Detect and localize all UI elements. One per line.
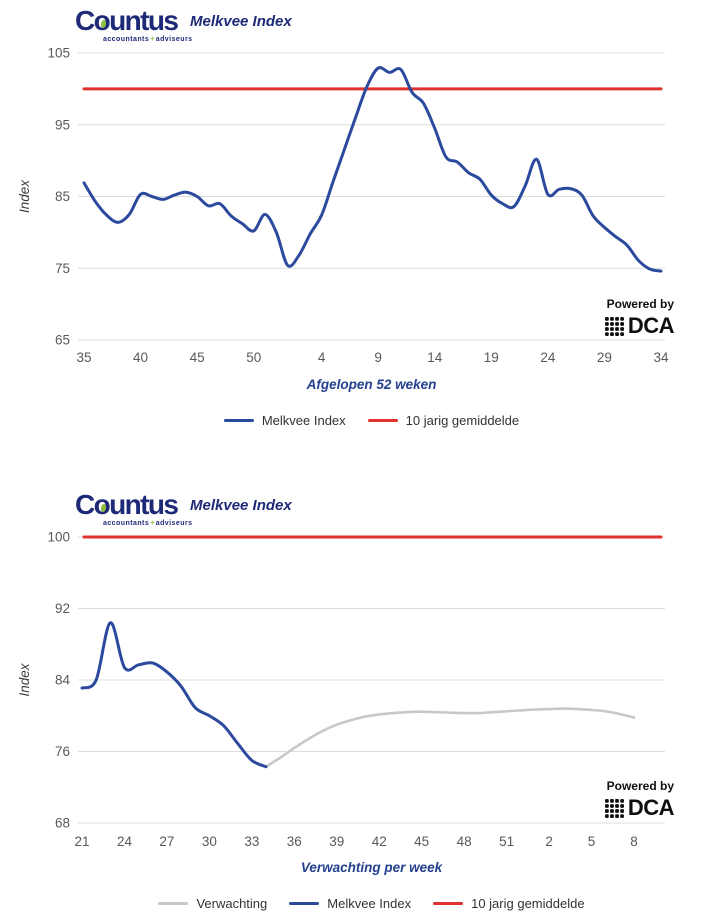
countus-logo-text: Countus — [75, 5, 179, 36]
dca-logo-text: DCA — [627, 313, 675, 338]
y-tick-label: 65 — [55, 333, 70, 348]
x-tick-label: 40 — [133, 350, 148, 365]
dca-logo: DCA — [604, 795, 675, 821]
x-axis-title: Afgelopen 52 weken — [306, 377, 437, 392]
countus-logo: Countus accountants+adviseurs — [75, 5, 192, 44]
x-tick-label: 35 — [76, 350, 91, 365]
tagline-separator-icon: + — [150, 36, 155, 43]
chart-title: Melkvee Index — [190, 497, 292, 514]
x-tick-label: 45 — [414, 834, 429, 849]
y-tick-label: 85 — [55, 189, 70, 204]
x-tick-label: 50 — [246, 350, 261, 365]
tagline-separator-icon: + — [150, 520, 155, 527]
countus-logo: Countus accountants+adviseurs — [75, 489, 192, 528]
countus-logo-tagline: accountants+adviseurs — [103, 520, 192, 527]
x-tick-label: 34 — [653, 350, 669, 365]
x-axis-title: Verwachting per week — [300, 860, 443, 875]
y-axis-title: Index — [17, 179, 32, 213]
x-tick-label: 4 — [318, 350, 326, 365]
legend-label: Verwachting — [196, 896, 268, 911]
x-tick-label: 5 — [588, 834, 596, 849]
x-tick-label: 36 — [287, 834, 302, 849]
tagline-right: adviseurs — [155, 520, 193, 527]
x-tick-label: 51 — [499, 834, 514, 849]
x-tick-label: 29 — [597, 350, 612, 365]
y-tick-label: 95 — [55, 117, 70, 132]
legend-item-melkvee-index: Melkvee Index — [289, 896, 411, 911]
dca-grid-icon — [604, 798, 624, 818]
y-tick-label: 76 — [55, 744, 70, 759]
legend-line-sample — [158, 902, 189, 905]
series-line-melkvee-index — [82, 66, 663, 273]
chart-title: Melkvee Index — [190, 13, 292, 30]
dca-logo-text: DCA — [627, 795, 675, 820]
legend-item-10-jarig-gemiddelde: 10 jarig gemiddelde — [433, 896, 585, 911]
legend-label: 10 jarig gemiddelde — [471, 896, 585, 911]
x-tick-label: 14 — [427, 350, 443, 365]
x-tick-label: 24 — [540, 350, 556, 365]
series-line-melkvee-index — [80, 621, 268, 769]
powered-by-dca: Powered by DCA — [604, 779, 675, 821]
countus-logo-text: Countus — [75, 489, 179, 520]
y-tick-label: 84 — [55, 673, 71, 688]
chart-legend: Verwachting Melkvee Index 10 jarig gemid… — [0, 896, 703, 911]
chart-legend: Melkvee Index 10 jarig gemiddelde — [0, 413, 703, 428]
x-tick-label: 33 — [244, 834, 259, 849]
legend-label: Melkvee Index — [261, 413, 346, 428]
x-tick-label: 27 — [159, 834, 174, 849]
legend-line-sample — [289, 902, 320, 905]
y-tick-label: 75 — [55, 261, 70, 276]
x-tick-label: 21 — [74, 834, 89, 849]
y-tick-label: 68 — [55, 816, 70, 831]
legend-item-10-jarig-gemiddelde: 10 jarig gemiddelde — [367, 413, 520, 428]
y-tick-label: 105 — [47, 46, 70, 61]
tagline-left: accountants — [103, 520, 150, 527]
x-tick-label: 39 — [329, 834, 344, 849]
dca-grid-icon — [604, 316, 624, 336]
series-line-verwachting — [264, 707, 636, 768]
powered-by-label: Powered by — [606, 297, 674, 311]
legend-label: 10 jarig gemiddelde — [405, 413, 520, 428]
powered-by-label: Powered by — [606, 779, 674, 793]
x-tick-label: 45 — [190, 350, 205, 365]
x-tick-label: 9 — [374, 350, 382, 365]
x-tick-label: 2 — [545, 834, 553, 849]
x-tick-label: 8 — [630, 834, 638, 849]
countus-logo-wordmark: Countus — [75, 5, 179, 36]
legend-line-sample — [433, 902, 464, 905]
x-tick-label: 19 — [484, 350, 499, 365]
tagline-right: adviseurs — [155, 36, 193, 43]
countus-logo-tagline: accountants+adviseurs — [103, 36, 192, 43]
legend-label: Melkvee Index — [327, 896, 412, 911]
tagline-left: accountants — [103, 36, 150, 43]
powered-by-dca: Powered by DCA — [604, 297, 675, 339]
x-tick-label: 42 — [372, 834, 387, 849]
legend-line-sample — [223, 419, 254, 422]
countus-logo-wordmark: Countus — [75, 489, 179, 520]
x-tick-label: 48 — [457, 834, 472, 849]
legend-item-melkvee-index: Melkvee Index — [223, 413, 346, 428]
legend-item-verwachting: Verwachting — [158, 896, 267, 911]
x-tick-label: 30 — [202, 834, 217, 849]
y-tick-label: 100 — [47, 530, 70, 545]
y-tick-label: 92 — [55, 601, 70, 616]
dca-logo: DCA — [604, 313, 675, 339]
x-tick-label: 24 — [117, 834, 133, 849]
y-axis-title: Index — [17, 662, 32, 696]
legend-line-sample — [367, 419, 398, 422]
